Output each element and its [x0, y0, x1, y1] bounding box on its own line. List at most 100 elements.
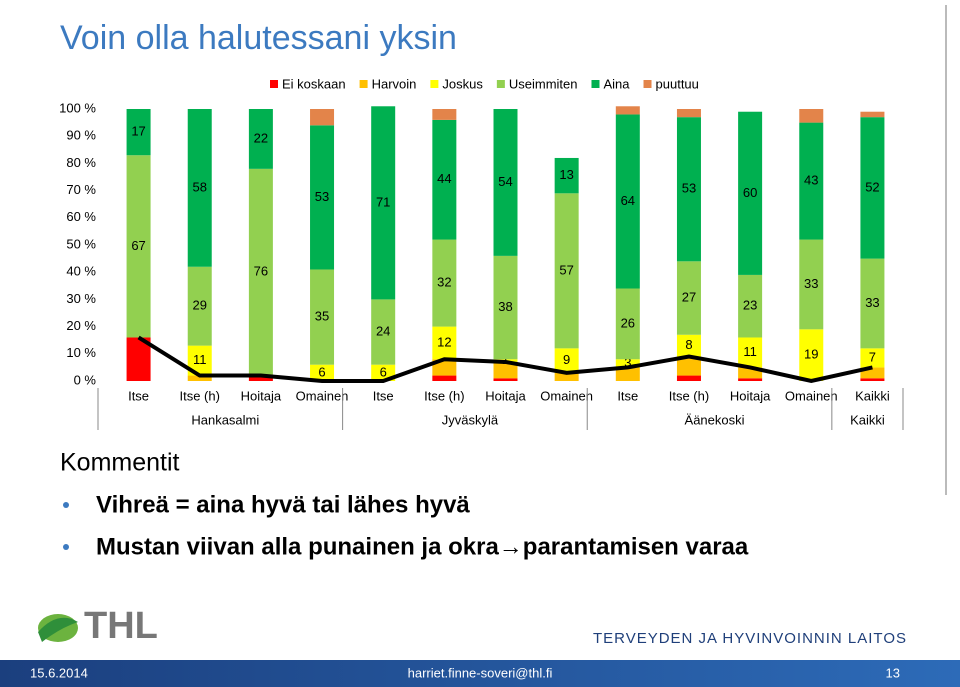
x-tick-label: Itse: [373, 388, 394, 403]
bar-segment: [676, 375, 701, 381]
bar-segment: [554, 348, 579, 373]
data-label: 53: [315, 189, 329, 204]
bar-segment: [860, 367, 885, 379]
data-label: 43: [804, 173, 818, 188]
y-tick-label: 10 %: [66, 345, 96, 360]
data-label: 17: [131, 124, 145, 139]
bar-segment: [860, 258, 885, 349]
bar-segment: [493, 255, 518, 360]
bar-segment: [615, 359, 640, 368]
group-label: Jyväskylä: [442, 412, 499, 427]
footer-email: harriet.finne-soveri@thl.fi: [408, 665, 553, 680]
bar-segment: [493, 378, 518, 381]
bar-segment: [860, 111, 885, 118]
y-tick-label: 40 %: [66, 264, 96, 279]
y-tick-label: 60 %: [66, 209, 96, 224]
data-label: 32: [437, 275, 451, 290]
data-label: 12: [437, 334, 451, 349]
bar-segment: [432, 239, 457, 327]
x-tick-label: Itse (h): [179, 388, 219, 403]
group-label: Äänekoski: [685, 412, 745, 427]
bar-segment: [493, 109, 518, 256]
bar-segment: [738, 274, 763, 338]
org-name: TERVEYDEN JA HYVINVOINNIN LAITOS: [593, 630, 907, 647]
data-label: 29: [192, 298, 206, 313]
data-label: 35: [315, 309, 329, 324]
data-label: 71: [376, 194, 390, 209]
data-label: 67: [131, 238, 145, 253]
bar-segment: [615, 367, 640, 381]
data-label: 44: [437, 171, 451, 186]
bar-segment: [310, 364, 335, 381]
data-label: 22: [254, 130, 268, 145]
legend-label: Ei koskaan: [282, 76, 346, 91]
bar-segment: [615, 288, 640, 360]
bar-segment: [432, 119, 457, 240]
bar-segment: [554, 157, 579, 194]
bar-segment: [126, 109, 151, 156]
bullet: [63, 502, 69, 508]
legend-label: Useimmiten: [509, 76, 578, 91]
data-label: 64: [621, 193, 635, 208]
x-tick-label: Itse (h): [424, 388, 464, 403]
data-label: 7: [869, 349, 876, 364]
data-label: 76: [254, 264, 268, 279]
bar-segment: [676, 334, 701, 357]
bar-segment: [799, 109, 824, 123]
bar-segment: [738, 111, 763, 275]
bar-segment: [554, 372, 579, 381]
bar-segment: [187, 109, 212, 267]
legend-swatch: [643, 80, 652, 88]
x-tick-label: Hoitaja: [485, 388, 526, 403]
bar-segment: [554, 193, 579, 349]
data-label: 19: [804, 347, 818, 362]
data-label: 6: [318, 364, 325, 379]
bar-segment: [676, 261, 701, 335]
footer-bar: [0, 660, 960, 687]
x-tick-label: Kaikki: [855, 388, 890, 403]
data-label: 52: [865, 179, 879, 194]
bar-segment: [371, 299, 396, 365]
bar-segment: [738, 367, 763, 379]
data-label: 1: [502, 352, 509, 367]
data-label: 33: [865, 295, 879, 310]
legend-swatch: [496, 80, 505, 88]
group-label: Hankasalmi: [191, 412, 259, 427]
bar-segment: [126, 155, 151, 338]
data-label: 13: [559, 167, 573, 182]
bar-segment: [799, 329, 824, 381]
x-tick-label: Omainen: [540, 388, 593, 403]
legend-label: Harvoin: [372, 76, 417, 91]
bar-segment: [676, 356, 701, 376]
data-label: 53: [682, 181, 696, 196]
group-label: Kaikki: [850, 412, 885, 427]
bar-segment: [799, 239, 824, 330]
x-tick-label: Omainen: [785, 388, 838, 403]
legend-label: Joskus: [442, 76, 483, 91]
bar-segment: [860, 348, 885, 368]
y-tick-label: 100 %: [59, 100, 96, 115]
bar-segment: [676, 109, 701, 118]
data-label: 38: [498, 299, 512, 314]
footer-date: 15.6.2014: [30, 665, 88, 680]
x-tick-label: Hoitaja: [241, 388, 282, 403]
bullet: [63, 544, 69, 550]
bar-segment: [615, 114, 640, 289]
bar-segment: [738, 378, 763, 381]
bar-segment: [860, 378, 885, 381]
legend-swatch: [359, 80, 368, 88]
bar-segment: [860, 117, 885, 259]
slide-title: Voin olla halutessani yksin: [60, 19, 457, 57]
x-tick-label: Omainen: [296, 388, 349, 403]
comment: Mustan viivan alla punainen ja okra→para…: [96, 533, 749, 560]
bar-segment: [248, 168, 273, 376]
comment: Vihreä = aina hyvä tai lähes hyvä: [96, 491, 470, 518]
bar-segment: [432, 375, 457, 381]
bar-segment: [676, 117, 701, 262]
footer-page: 13: [886, 665, 900, 680]
data-label: 60: [743, 185, 757, 200]
x-tick-label: Hoitaja: [730, 388, 771, 403]
y-tick-label: 80 %: [66, 155, 96, 170]
y-tick-label: 70 %: [66, 182, 96, 197]
